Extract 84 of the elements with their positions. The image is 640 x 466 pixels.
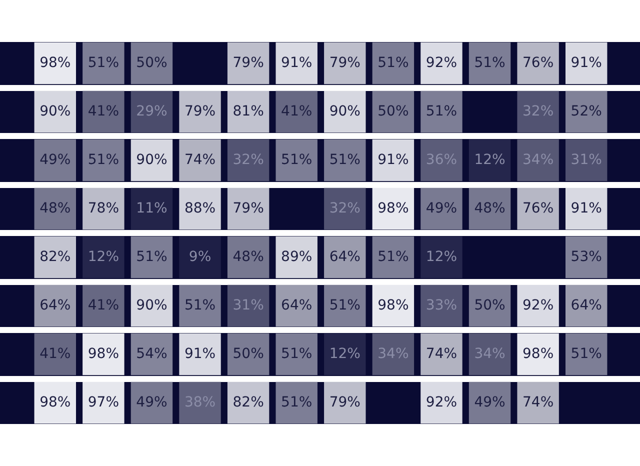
data-label: 92% [426,54,458,71]
data-label: 50% [378,103,409,120]
data-label: 50% [136,54,168,71]
data-label: 79% [329,54,360,71]
data-label: 11% [136,200,168,216]
data-label: 41% [40,346,71,362]
data-label: 41% [88,297,119,314]
data-label: 64% [329,248,360,265]
data-label: 51% [281,152,312,168]
data-label: 98% [378,200,409,216]
data-label: 51% [88,152,119,168]
data-label: 51% [426,103,458,120]
data-label: 29% [136,103,168,120]
data-label: 91% [570,200,602,216]
data-label: 81% [232,103,264,120]
data-label: 51% [474,54,506,71]
data-label: 90% [40,103,71,120]
data-label: 41% [281,103,312,120]
data-label: 31% [232,297,264,314]
data-label: 90% [136,297,168,314]
data-label: 32% [522,103,554,120]
data-label: 32% [232,152,264,168]
data-label: 76% [522,54,554,71]
data-label: 74% [426,346,458,362]
data-label: 82% [40,248,71,265]
data-label: 91% [570,54,602,71]
data-label: 79% [184,103,216,120]
data-label: 53% [570,248,602,265]
data-label: 51% [378,54,409,71]
data-label: 79% [329,394,360,410]
data-label: 12% [426,248,458,265]
data-label: 74% [522,394,554,410]
data-label: 98% [88,346,119,362]
data-label: 12% [329,346,360,362]
data-label: 88% [184,200,216,216]
data-label: 50% [474,297,506,314]
data-label: 52% [570,103,602,120]
data-label: 12% [474,152,506,168]
data-label: 49% [136,394,168,410]
data-label: 51% [329,297,360,314]
data-label: 9% [188,248,212,265]
data-label: 48% [474,200,506,216]
data-label: 74% [184,152,216,168]
data-label: 49% [474,394,506,410]
data-label: 54% [136,346,168,362]
data-label: 50% [232,346,264,362]
data-label: 12% [88,248,119,265]
data-label: 92% [426,394,458,410]
data-label: 51% [570,346,602,362]
data-label: 48% [40,200,71,216]
data-label: 51% [378,248,409,265]
data-label: 82% [232,394,264,410]
data-label: 49% [40,152,71,168]
data-label: 31% [570,152,602,168]
data-label: 92% [522,297,554,314]
data-label: 76% [522,200,554,216]
data-label: 90% [136,152,168,168]
data-label: 48% [232,248,264,265]
data-label: 49% [426,200,458,216]
data-label: 51% [329,152,360,168]
data-label: 79% [232,54,264,71]
data-label: 64% [281,297,312,314]
data-label: 97% [88,394,119,410]
data-label: 79% [232,200,264,216]
data-label: 98% [378,297,409,314]
data-label: 51% [281,346,312,362]
data-label: 91% [281,54,312,71]
data-label: 41% [88,103,119,120]
data-label: 32% [329,200,360,216]
data-label: 33% [426,297,458,314]
data-label: 90% [329,103,360,120]
data-label: 51% [136,248,168,265]
data-label: 64% [570,297,602,314]
data-label: 64% [40,297,71,314]
data-label: 98% [40,54,71,71]
data-label: 51% [88,54,119,71]
data-label: 91% [378,152,409,168]
data-label: 91% [184,346,216,362]
data-label: 51% [184,297,216,314]
data-label: 51% [281,394,312,410]
data-label: 98% [522,346,554,362]
data-label: 78% [88,200,119,216]
data-label: 98% [40,394,71,410]
data-label: 89% [281,248,312,265]
